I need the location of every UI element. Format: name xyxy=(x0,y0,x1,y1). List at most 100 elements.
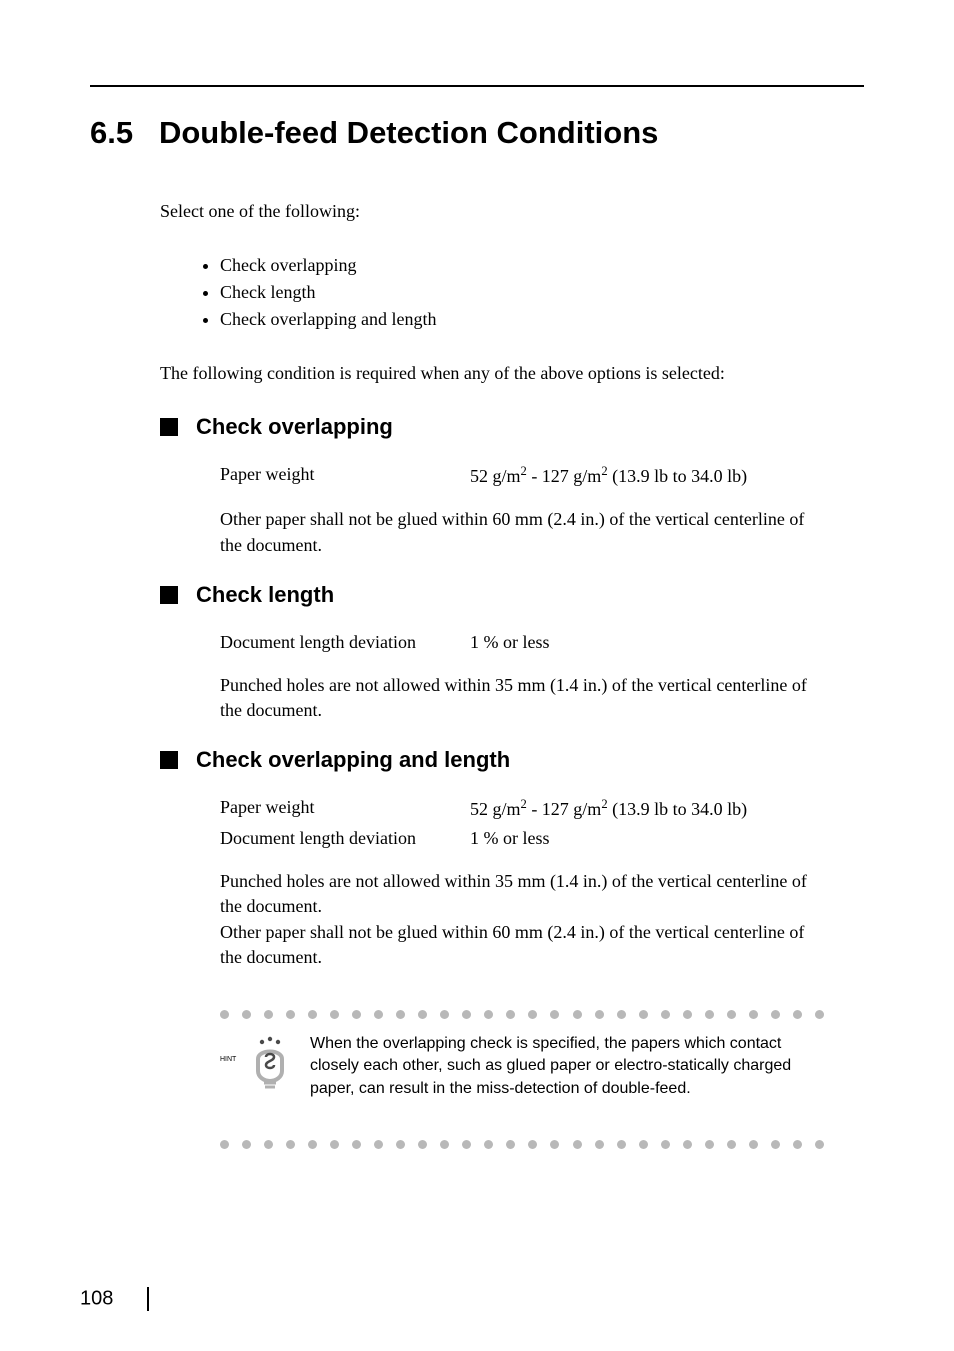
section-title-text: Double-feed Detection Conditions xyxy=(159,115,658,150)
separator-dot xyxy=(639,1010,648,1019)
hint-block: HINT When the overlapping check is speci… xyxy=(220,1033,824,1100)
separator-dot xyxy=(793,1010,802,1019)
page-number: 108 xyxy=(80,1287,149,1311)
page: 6.5 Double-feed Detection Conditions Sel… xyxy=(0,0,954,1203)
spec-row: Paper weight 52 g/m2 - 127 g/m2 (13.9 lb… xyxy=(220,464,864,487)
separator-dot xyxy=(220,1140,229,1149)
separator-dot xyxy=(528,1010,537,1019)
separator-dot xyxy=(264,1010,273,1019)
separator-dot xyxy=(595,1010,604,1019)
separator-dot xyxy=(418,1010,427,1019)
top-rule xyxy=(90,85,864,87)
separator-dot xyxy=(771,1010,780,1019)
square-bullet-icon xyxy=(160,586,178,604)
separator-dot xyxy=(617,1010,626,1019)
hint-text: When the overlapping check is specified,… xyxy=(310,1033,824,1100)
separator-dot xyxy=(374,1140,383,1149)
separator-dot xyxy=(220,1010,229,1019)
separator-dot xyxy=(242,1140,251,1149)
subheading-length: Check length xyxy=(160,582,864,608)
separator-dot xyxy=(396,1140,405,1149)
separator-dot xyxy=(595,1140,604,1149)
hint-bulb-icon: HINT xyxy=(220,1033,292,1089)
separator-dot xyxy=(705,1140,714,1149)
spec-row: Document length deviation 1 % or less xyxy=(220,632,864,653)
separator-dot xyxy=(705,1010,714,1019)
separator-dot xyxy=(484,1010,493,1019)
dot-separator xyxy=(220,1140,824,1149)
intro-text: Select one of the following: xyxy=(160,199,864,224)
separator-dot xyxy=(418,1140,427,1149)
spec-row: Document length deviation 1 % or less xyxy=(220,828,864,849)
list-item: Check overlapping xyxy=(220,252,864,279)
spec-value-part: (13.9 lb to 34.0 lb) xyxy=(608,799,748,819)
separator-dot xyxy=(528,1140,537,1149)
separator-dot xyxy=(550,1140,559,1149)
hint-icon-wrap: HINT xyxy=(220,1033,292,1089)
separator-dot xyxy=(639,1140,648,1149)
note-text: Punched holes are not allowed within 35 … xyxy=(220,869,824,919)
separator-dot xyxy=(506,1140,515,1149)
separator-dot xyxy=(749,1010,758,1019)
note-text: Other paper shall not be glued within 60… xyxy=(220,920,824,970)
separator-dot xyxy=(462,1010,471,1019)
separator-dot xyxy=(352,1140,361,1149)
intro2-text: The following condition is required when… xyxy=(160,361,864,386)
separator-dot xyxy=(683,1140,692,1149)
options-list: Check overlapping Check length Check ove… xyxy=(200,252,864,333)
separator-dot xyxy=(727,1140,736,1149)
subheading-overlapping: Check overlapping xyxy=(160,414,864,440)
separator-dot xyxy=(661,1140,670,1149)
section-number: 6.5 xyxy=(90,115,133,150)
subheading-overlapping-length: Check overlapping and length xyxy=(160,747,864,773)
dot-separator xyxy=(220,1010,824,1019)
separator-dot xyxy=(440,1010,449,1019)
spec-value: 52 g/m2 - 127 g/m2 (13.9 lb to 34.0 lb) xyxy=(470,797,864,820)
spec-value-part: - 127 g/m xyxy=(527,799,602,819)
spec-label: Document length deviation xyxy=(220,632,470,653)
subheading-text: Check overlapping and length xyxy=(196,747,510,773)
page-number-bar xyxy=(147,1287,149,1311)
spec-value: 52 g/m2 - 127 g/m2 (13.9 lb to 34.0 lb) xyxy=(470,464,864,487)
spec-value: 1 % or less xyxy=(470,828,864,849)
separator-dot xyxy=(793,1140,802,1149)
separator-dot xyxy=(330,1140,339,1149)
separator-dot xyxy=(617,1140,626,1149)
separator-dot xyxy=(286,1010,295,1019)
svg-text:HINT: HINT xyxy=(220,1056,237,1063)
subheading-text: Check overlapping xyxy=(196,414,393,440)
note-text: Other paper shall not be glued within 60… xyxy=(220,507,824,557)
square-bullet-icon xyxy=(160,418,178,436)
separator-dot xyxy=(308,1140,317,1149)
separator-dot xyxy=(683,1010,692,1019)
separator-dot xyxy=(484,1140,493,1149)
subheading-text: Check length xyxy=(196,582,334,608)
separator-dot xyxy=(661,1010,670,1019)
spec-value-part: 52 g/m xyxy=(470,466,521,486)
note-text: Punched holes are not allowed within 35 … xyxy=(220,673,824,723)
list-item: Check length xyxy=(220,279,864,306)
separator-dot xyxy=(727,1010,736,1019)
spec-label: Paper weight xyxy=(220,797,470,820)
separator-dot xyxy=(462,1140,471,1149)
separator-dot xyxy=(352,1010,361,1019)
separator-dot xyxy=(374,1010,383,1019)
separator-dot xyxy=(771,1140,780,1149)
separator-dot xyxy=(396,1010,405,1019)
spec-row: Paper weight 52 g/m2 - 127 g/m2 (13.9 lb… xyxy=(220,797,864,820)
spec-value-part: (13.9 lb to 34.0 lb) xyxy=(608,466,748,486)
separator-dot xyxy=(286,1140,295,1149)
separator-dot xyxy=(330,1010,339,1019)
section-title: 6.5 Double-feed Detection Conditions xyxy=(90,115,864,151)
separator-dot xyxy=(506,1010,515,1019)
page-number-value: 108 xyxy=(80,1287,113,1309)
spec-label: Document length deviation xyxy=(220,828,470,849)
separator-dot xyxy=(749,1140,758,1149)
spec-value-part: - 127 g/m xyxy=(527,466,602,486)
spec-value-part: 52 g/m xyxy=(470,799,521,819)
separator-dot xyxy=(264,1140,273,1149)
separator-dot xyxy=(815,1140,824,1149)
separator-dot xyxy=(573,1010,582,1019)
separator-dot xyxy=(440,1140,449,1149)
list-item: Check overlapping and length xyxy=(220,306,864,333)
